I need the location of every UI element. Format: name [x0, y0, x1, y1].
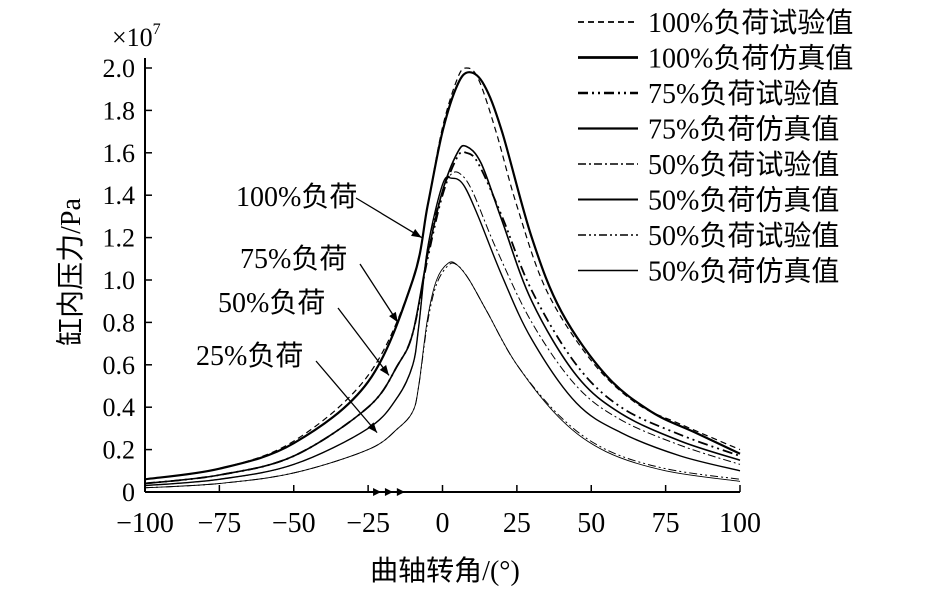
annotation-arrowhead-1	[411, 229, 422, 238]
annotations: 100%负荷 75%负荷 50%负荷 25%负荷	[196, 181, 423, 434]
annotation-label-2: 75%负荷	[240, 243, 347, 275]
y-tick-label: 0	[122, 478, 135, 507]
series-line-4	[144, 144, 741, 485]
legend-label-4: 75%负荷仿真值	[648, 114, 839, 146]
annotation-arrow-line-4	[315, 360, 378, 434]
y-tick-label: 1.0	[103, 266, 136, 295]
annotation-label-4: 25%负荷	[196, 340, 303, 372]
x-tick-label: −25	[346, 508, 390, 539]
series-line-6	[144, 176, 741, 487]
series-line-5	[144, 171, 741, 487]
annotation-arrowhead-2	[389, 311, 398, 323]
y-tick-label: 0.8	[103, 308, 136, 337]
ticks: −100 −75 −50 −25 0 25 50 75 100 0 0.2 0.4 0.6 0.8 1.0 1…	[103, 54, 762, 539]
plot-area	[144, 67, 741, 496]
annotation-arrow-line-1	[355, 197, 423, 239]
annotation-label-1: 100%负荷	[236, 181, 357, 213]
y-axis-title: 缸内压力/Pa	[55, 198, 87, 346]
series-line-7	[144, 262, 741, 489]
x-tick-label: 0	[436, 508, 450, 539]
legend-label-1: 100%负荷试验值	[648, 7, 853, 39]
annotation-label-3: 50%负荷	[218, 287, 325, 319]
legend-label-5: 50%负荷试验值	[648, 149, 839, 181]
legend-label-3: 75%负荷试验值	[648, 78, 839, 110]
series-line-2	[144, 71, 741, 481]
annotation-arrow-line-3	[337, 307, 390, 376]
x-tick-label: −100	[116, 508, 174, 539]
series-line-1	[144, 67, 741, 480]
y-tick-label: 1.8	[103, 96, 136, 125]
y-tick-label: 1.6	[103, 139, 136, 168]
x-tick-label: −50	[272, 508, 316, 539]
y-tick-label: 0.6	[103, 351, 136, 380]
y-tick-label: 1.2	[103, 224, 136, 253]
annotation-arrowhead-4	[367, 422, 378, 433]
y-scale-base: ×10	[112, 23, 153, 52]
legend-label-6: 50%负荷仿真值	[648, 185, 839, 217]
x-tick-label: 50	[577, 508, 605, 539]
y-tick-label: 0.2	[103, 436, 136, 465]
legend: 100%负荷试验值100%负荷仿真值75%负荷试验值75%负荷仿真值50%负荷试…	[578, 7, 853, 288]
series-line-8	[144, 261, 741, 489]
legend-label-2: 100%负荷仿真值	[648, 43, 853, 75]
y-tick-label: 0.4	[103, 393, 136, 422]
annotation-arrowhead-3	[379, 365, 389, 376]
x-axis-title: 曲轴转角/(°)	[370, 555, 520, 587]
y-scale-exponent: 7	[153, 21, 161, 38]
y-scale-factor: ×107	[112, 21, 161, 52]
x-tick-label: −75	[197, 508, 241, 539]
annotation-arrow-line-2	[359, 263, 399, 323]
x-tick-label: 75	[652, 508, 680, 539]
legend-label-7: 50%负荷试验值	[648, 220, 839, 252]
y-tick-label: 2.0	[103, 54, 136, 83]
x-tick-label: 100	[719, 508, 761, 539]
legend-label-8: 50%负荷仿真值	[648, 256, 839, 288]
y-tick-label: 1.4	[103, 181, 136, 210]
x-tick-label: 25	[503, 508, 531, 539]
